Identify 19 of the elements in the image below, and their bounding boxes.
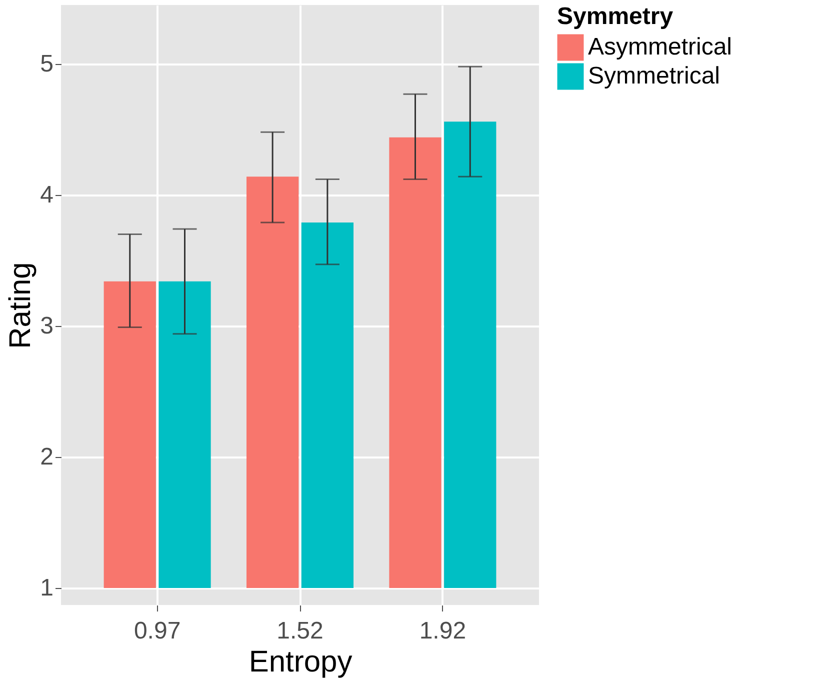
y-tick-label: 5	[40, 50, 54, 78]
bar	[246, 176, 299, 588]
x-tick-label: 0.97	[134, 618, 181, 644]
x-tick-label: 1.92	[419, 618, 466, 644]
bar	[158, 281, 211, 588]
bar	[301, 222, 354, 588]
y-tick-label: 3	[40, 312, 54, 340]
y-axis-title: Rating	[4, 262, 38, 349]
x-tick-label: 1.52	[276, 618, 324, 644]
legend-label: Asymmetrical	[588, 34, 732, 60]
y-tick-label: 2	[40, 443, 54, 470]
bar	[389, 137, 442, 588]
y-tick-label: 1	[40, 574, 54, 602]
y-tick-label: 4	[40, 181, 54, 208]
bar	[104, 281, 156, 588]
legend-label: Symmetrical	[588, 62, 720, 90]
x-axis-title: Entropy	[248, 646, 352, 678]
bar	[444, 122, 496, 588]
legend-title: Symmetry	[557, 3, 674, 30]
